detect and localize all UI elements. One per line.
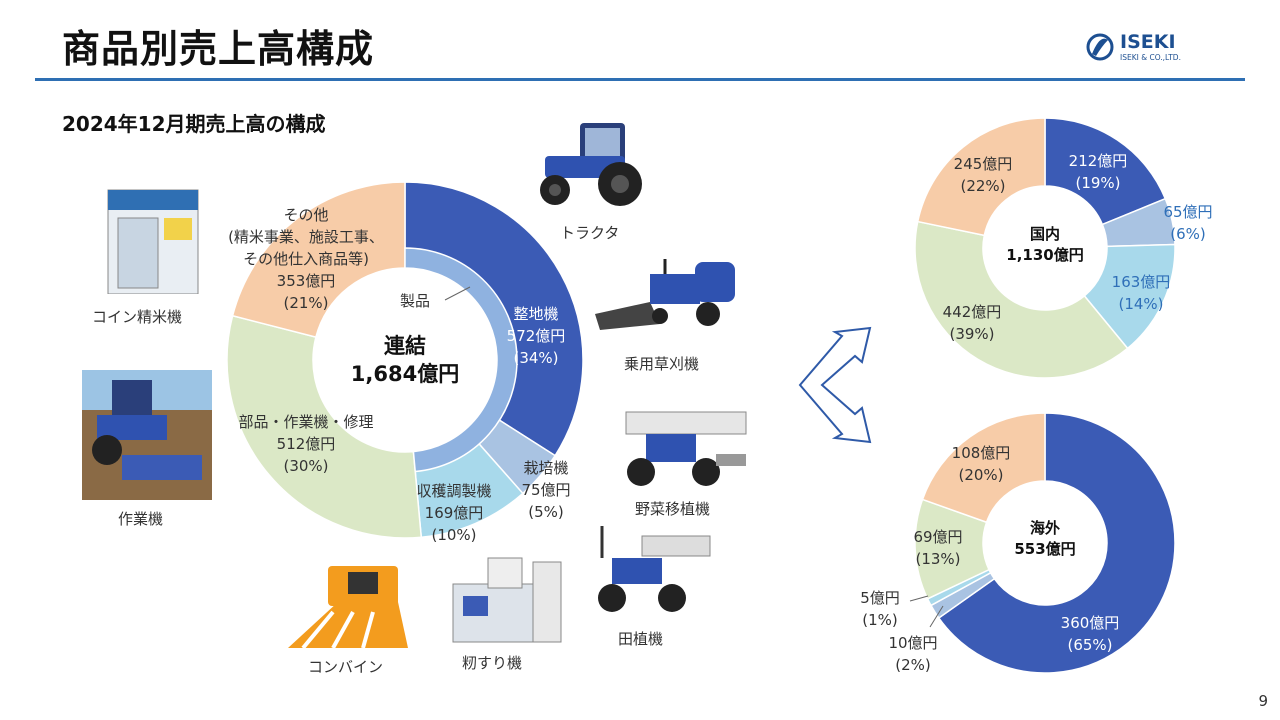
huller-image xyxy=(448,554,568,650)
products-inner-ring xyxy=(404,247,518,473)
segment-label-parts: 部品・作業機・修理 512億円 (30%) xyxy=(238,413,374,475)
title-divider xyxy=(35,78,1245,81)
consolidated-segment-4 xyxy=(226,314,423,539)
domestic-segment-1 xyxy=(1044,117,1167,226)
vegetable-transplanter-image xyxy=(606,404,751,494)
ovs-label-2: 10億円 (2%) xyxy=(888,634,938,674)
huller-label: 籾すり機 xyxy=(462,654,523,672)
dom-label-4: 442億円 (39%) xyxy=(942,303,1002,343)
product-leader-line xyxy=(444,286,471,301)
rice-transplanter-label: 田植機 xyxy=(618,630,664,648)
overseas-segment-1 xyxy=(937,412,1176,674)
page-title: 商品別売上高構成 xyxy=(62,27,375,71)
center-label: 連結 xyxy=(384,334,426,358)
logo-text: ISEKI xyxy=(1120,31,1176,53)
leader-line-5 xyxy=(909,595,929,602)
mower-label: 乗用草刈機 xyxy=(624,355,700,373)
combine-image xyxy=(288,562,428,656)
segment-label-seichi: 整地機 572億円 (34%) xyxy=(506,305,566,367)
logo-subtext: ISEKI & CO.,LTD. xyxy=(1120,53,1181,62)
ovs-label-5: 108億円 (20%) xyxy=(951,444,1011,484)
rice-transplanter-image xyxy=(572,516,717,620)
combine-label: コンバイン xyxy=(308,658,384,676)
overseas-segment-5 xyxy=(921,412,1046,524)
overseas-center: 海外 553億円 xyxy=(1014,519,1076,558)
tractor-label: トラクタ xyxy=(560,224,620,242)
domestic-center: 国内 1,130億円 xyxy=(1006,225,1084,264)
segment-label-shukaku: 収穫調製機 169億円 (10%) xyxy=(416,482,492,544)
iseki-logo: ISEKI ISEKI & CO.,LTD. xyxy=(1086,30,1226,64)
dom-label-5: 245億円 (22%) xyxy=(953,155,1013,195)
domestic-segment-5 xyxy=(916,117,1046,237)
section-subtitle: 2024年12月期売上高の構成 xyxy=(62,112,326,136)
coin-rice-mill-image xyxy=(104,182,202,298)
overseas-donut xyxy=(914,412,1176,674)
consolidated-center: 連結 1,684億円 xyxy=(345,332,465,388)
vegetable-transplanter-label: 野菜移植機 xyxy=(635,500,711,518)
dom-label-2: 65億円 (6%) xyxy=(1163,203,1213,243)
implement-label: 作業機 xyxy=(118,510,164,528)
products-ring-arc xyxy=(404,247,518,473)
segment-label-other: その他 (精米事業、施設工事、 その他仕入商品等) 353億円 (21%) xyxy=(228,206,384,312)
ovs-label-1: 360億円 (65%) xyxy=(1060,614,1120,654)
coin-rice-mill-label: コイン精米機 xyxy=(92,308,183,326)
segment-label-saibai: 栽培機 75億円 (5%) xyxy=(521,459,571,521)
tractor-image xyxy=(525,118,655,214)
consolidated-segment-5 xyxy=(231,181,406,339)
dom-label-1: 212億円 (19%) xyxy=(1068,152,1128,192)
domestic-donut xyxy=(914,117,1176,379)
page-number: 9 xyxy=(1258,692,1268,710)
logo-mark-icon xyxy=(1086,33,1114,61)
ovs-label-3: 5億円 (1%) xyxy=(860,589,900,629)
inner-ring-label: 製品 xyxy=(400,292,431,310)
center-total: 1,684億円 xyxy=(350,362,460,386)
double-arrow-icon xyxy=(798,326,872,444)
domestic-segment-4 xyxy=(914,220,1129,379)
ovs-label-4: 69億円 (13%) xyxy=(913,528,963,568)
dom-label-3: 163億円 (14%) xyxy=(1111,273,1171,313)
mower-image xyxy=(590,254,750,338)
implement-image xyxy=(82,370,212,504)
leader-line-10 xyxy=(929,605,944,628)
